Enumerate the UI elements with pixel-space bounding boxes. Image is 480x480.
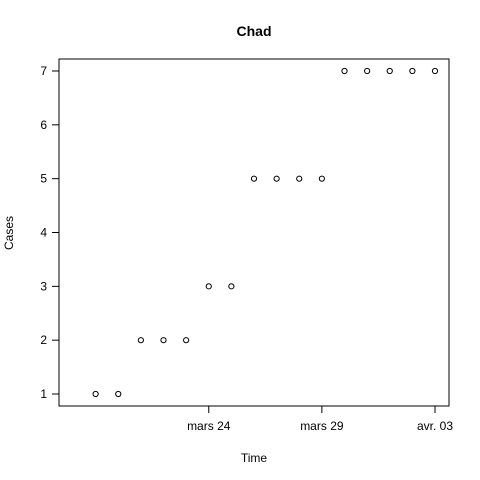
x-tick-label: mars 24 [187, 419, 231, 433]
data-point [431, 67, 439, 75]
y-tick-label: 6 [40, 118, 47, 132]
data-point [341, 67, 348, 75]
y-tick-label: 2 [40, 333, 47, 347]
x-tick-label: avr. 03 [417, 419, 453, 433]
data-point [273, 175, 280, 182]
data-point [409, 67, 416, 75]
data-point [205, 283, 212, 290]
y-tick-label: 4 [40, 226, 47, 240]
data-point [92, 390, 99, 398]
y-tick-label: 7 [40, 64, 47, 78]
x-axis: mars 24 mars 29 avr. 03 [187, 406, 453, 433]
y-tick-label: 3 [40, 279, 47, 293]
data-point [296, 175, 303, 182]
data-points [92, 67, 439, 398]
x-axis-label: Time [241, 451, 268, 465]
y-tick-label: 5 [40, 172, 47, 186]
y-axis-label: Cases [2, 216, 16, 250]
data-point [137, 337, 144, 344]
data-point [160, 337, 167, 344]
x-tick-label: mars 29 [300, 419, 344, 433]
y-tick-label: 1 [40, 387, 47, 401]
data-point [228, 283, 235, 290]
data-point [386, 67, 393, 75]
data-point [364, 67, 371, 75]
data-point [250, 175, 258, 182]
chart-title: Chad [237, 23, 272, 39]
y-axis: 1 2 3 4 5 6 7 [40, 64, 59, 401]
data-point [318, 175, 325, 182]
data-point [183, 337, 190, 344]
data-point [115, 390, 122, 398]
plot-frame [58, 58, 450, 407]
